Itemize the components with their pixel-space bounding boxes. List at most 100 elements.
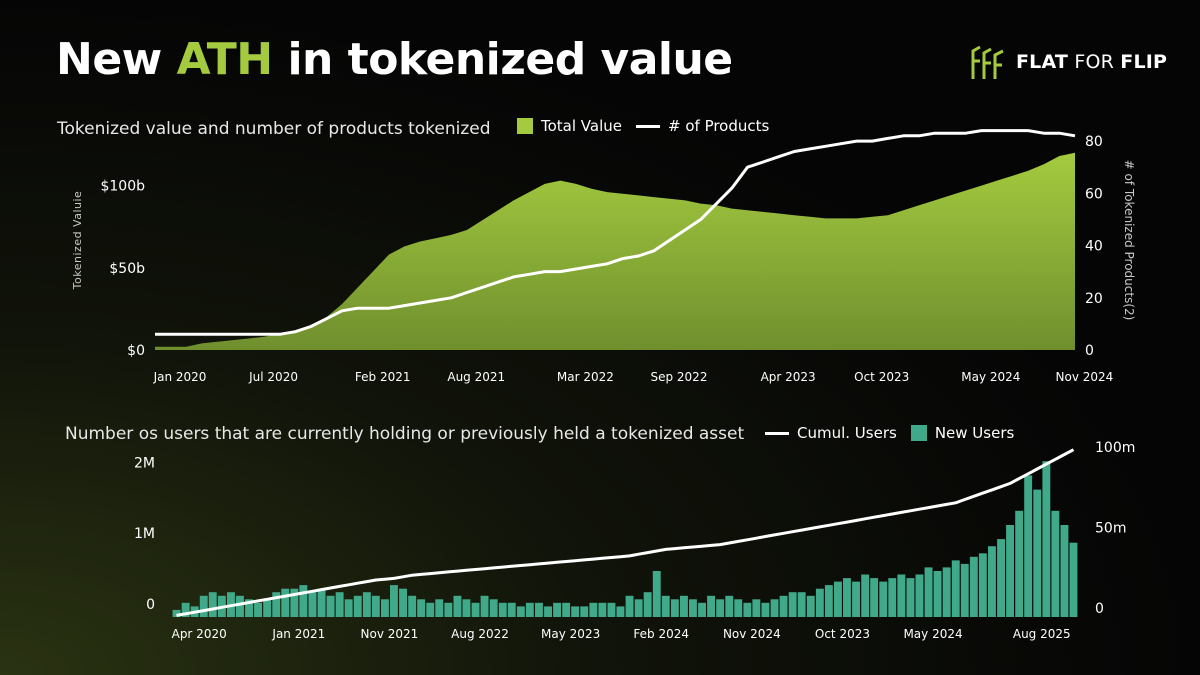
new-users-bar	[643, 592, 652, 617]
new-users-bar	[670, 599, 679, 617]
legend-total-value: Total Value	[517, 117, 622, 135]
new-users-bar	[942, 567, 951, 617]
new-users-bar	[734, 599, 743, 617]
bottom-x-tick-label: May 2024	[903, 627, 962, 641]
new-users-bar	[707, 595, 715, 617]
bottom-x-tick-label: Apr 2020	[172, 627, 227, 641]
new-users-bar	[290, 588, 299, 617]
new-users-bar	[381, 599, 389, 617]
top-chart: $0 $50b $100b 0 20 40 60 80 Jan 2020 Jul 2020 Feb …	[71, 129, 1136, 384]
top-x-tick-label: Nov 2024	[1056, 370, 1114, 384]
bottom-y-tick-label: 2M	[134, 455, 155, 471]
total-value-area	[155, 152, 1075, 350]
new-users-bar	[698, 602, 706, 617]
new-users-bar	[344, 599, 353, 617]
new-users-bar	[951, 560, 960, 617]
new-users-bar	[806, 595, 815, 617]
new-users-bar	[199, 595, 208, 617]
top-x-tick-label: Apr 2023	[761, 370, 816, 384]
bottom-y-tick-label: 0	[146, 597, 155, 613]
top-x-tick-label: Oct 2023	[854, 370, 909, 384]
bottom-y-tick-label: 1M	[134, 526, 155, 542]
top-y-tick-label: $50b	[109, 261, 145, 277]
brand-name: FLAT FOR FLIP	[1016, 51, 1167, 73]
new-users-bar	[598, 602, 607, 617]
legend-label-new-users: New Users	[934, 424, 1015, 442]
fff-logo-icon	[971, 45, 1004, 79]
new-users-bar	[906, 578, 915, 617]
new-users-bar	[915, 574, 924, 617]
new-users-bar	[897, 574, 906, 617]
legend-new-users: New Users	[910, 424, 1015, 442]
new-users-bar	[797, 592, 806, 617]
top-chart-title: Tokenized value and number of products t…	[57, 119, 491, 139]
new-users-bar	[480, 595, 489, 617]
new-users-bar	[390, 585, 398, 617]
bottom-chart-legend: Cumul. Users New Users	[765, 424, 1028, 442]
page-title: New ATH in tokenized value	[56, 32, 733, 88]
new-users-bar	[870, 578, 879, 617]
new-users-bar	[1024, 475, 1033, 617]
new-users-bar	[779, 595, 788, 617]
brand-word-1: FLAT	[1016, 51, 1069, 73]
bottom-chart: 0 1M 2M 0 50m 100m Apr 2020 Jan 2021 Nov 2021 Aug…	[134, 440, 1135, 641]
brand-word-3: FLIP	[1120, 51, 1168, 73]
new-users-bar	[1069, 542, 1078, 617]
new-users-bar	[607, 602, 616, 617]
top-y-tick-label: $100b	[100, 179, 145, 195]
new-users-bar	[616, 606, 625, 617]
bottom-x-tick-label: Jan 2021	[271, 627, 325, 641]
new-users-bar	[634, 599, 643, 617]
new-users-bar	[652, 571, 661, 617]
new-users-bar	[299, 585, 308, 617]
bottom-x-tick-label: Nov 2021	[361, 627, 419, 641]
new-users-bar	[879, 581, 888, 617]
top-x-tick-label: Sep 2022	[650, 370, 707, 384]
new-users-bar	[371, 595, 380, 617]
title-accent: ATH	[176, 34, 273, 85]
top-x-tick-label: May 2024	[961, 370, 1020, 384]
new-users-bar	[969, 556, 978, 617]
new-users-bar	[1060, 525, 1069, 617]
new-users-bar	[725, 595, 734, 617]
new-users-bar	[1033, 489, 1042, 617]
new-users-bar	[960, 563, 969, 617]
top-x-tick-label: Jan 2020	[153, 370, 207, 384]
bottom-x-tick-label: Nov 2024	[723, 627, 781, 641]
new-users-bar	[399, 588, 407, 617]
new-users-bar	[435, 599, 444, 617]
top-y2-tick-label: 40	[1085, 239, 1103, 255]
new-users-bar	[335, 592, 344, 617]
new-users-bar	[317, 588, 326, 617]
new-users-bar	[489, 599, 498, 617]
bottom-x-tick-label: Feb 2024	[633, 627, 689, 641]
new-users-bar	[888, 578, 897, 617]
top-x-tick-label: Mar 2022	[557, 370, 614, 384]
new-users-bar	[408, 595, 417, 617]
legend-label-products: # of Products	[668, 117, 770, 135]
top-y-tick-label: $0	[127, 343, 145, 359]
top-chart-legend: Total Value # of Products	[517, 117, 783, 135]
bottom-x-tick-label: May 2023	[541, 627, 600, 641]
new-users-bar	[716, 599, 725, 617]
new-users-bar	[988, 546, 996, 617]
new-users-bar	[997, 539, 1005, 617]
new-users-bar	[453, 595, 462, 617]
new-users-bar	[861, 574, 870, 617]
new-users-bar	[580, 606, 589, 617]
new-users-bar	[471, 602, 480, 617]
new-users-bar	[1042, 461, 1051, 617]
new-users-bar	[625, 595, 634, 617]
new-users-bar	[353, 595, 362, 617]
new-users-bar	[553, 602, 561, 617]
brand-logo: FLAT FOR FLIP	[970, 42, 1167, 82]
legend-swatch-area	[517, 118, 533, 134]
bottom-x-tick-label: Aug 2025	[1013, 627, 1071, 641]
top-y-axis-label: Tokenized Valuie	[71, 191, 84, 291]
new-users-bar	[562, 602, 571, 617]
new-users-bar	[308, 592, 317, 617]
new-users-bar	[444, 602, 453, 617]
new-users-bar	[236, 595, 244, 617]
legend-swatch-cumul	[765, 431, 789, 435]
new-users-bar	[843, 578, 851, 617]
